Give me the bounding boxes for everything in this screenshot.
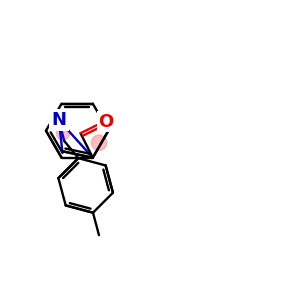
Circle shape: [56, 127, 70, 140]
Text: N: N: [52, 111, 67, 129]
Circle shape: [92, 135, 107, 150]
Text: O: O: [98, 113, 113, 131]
